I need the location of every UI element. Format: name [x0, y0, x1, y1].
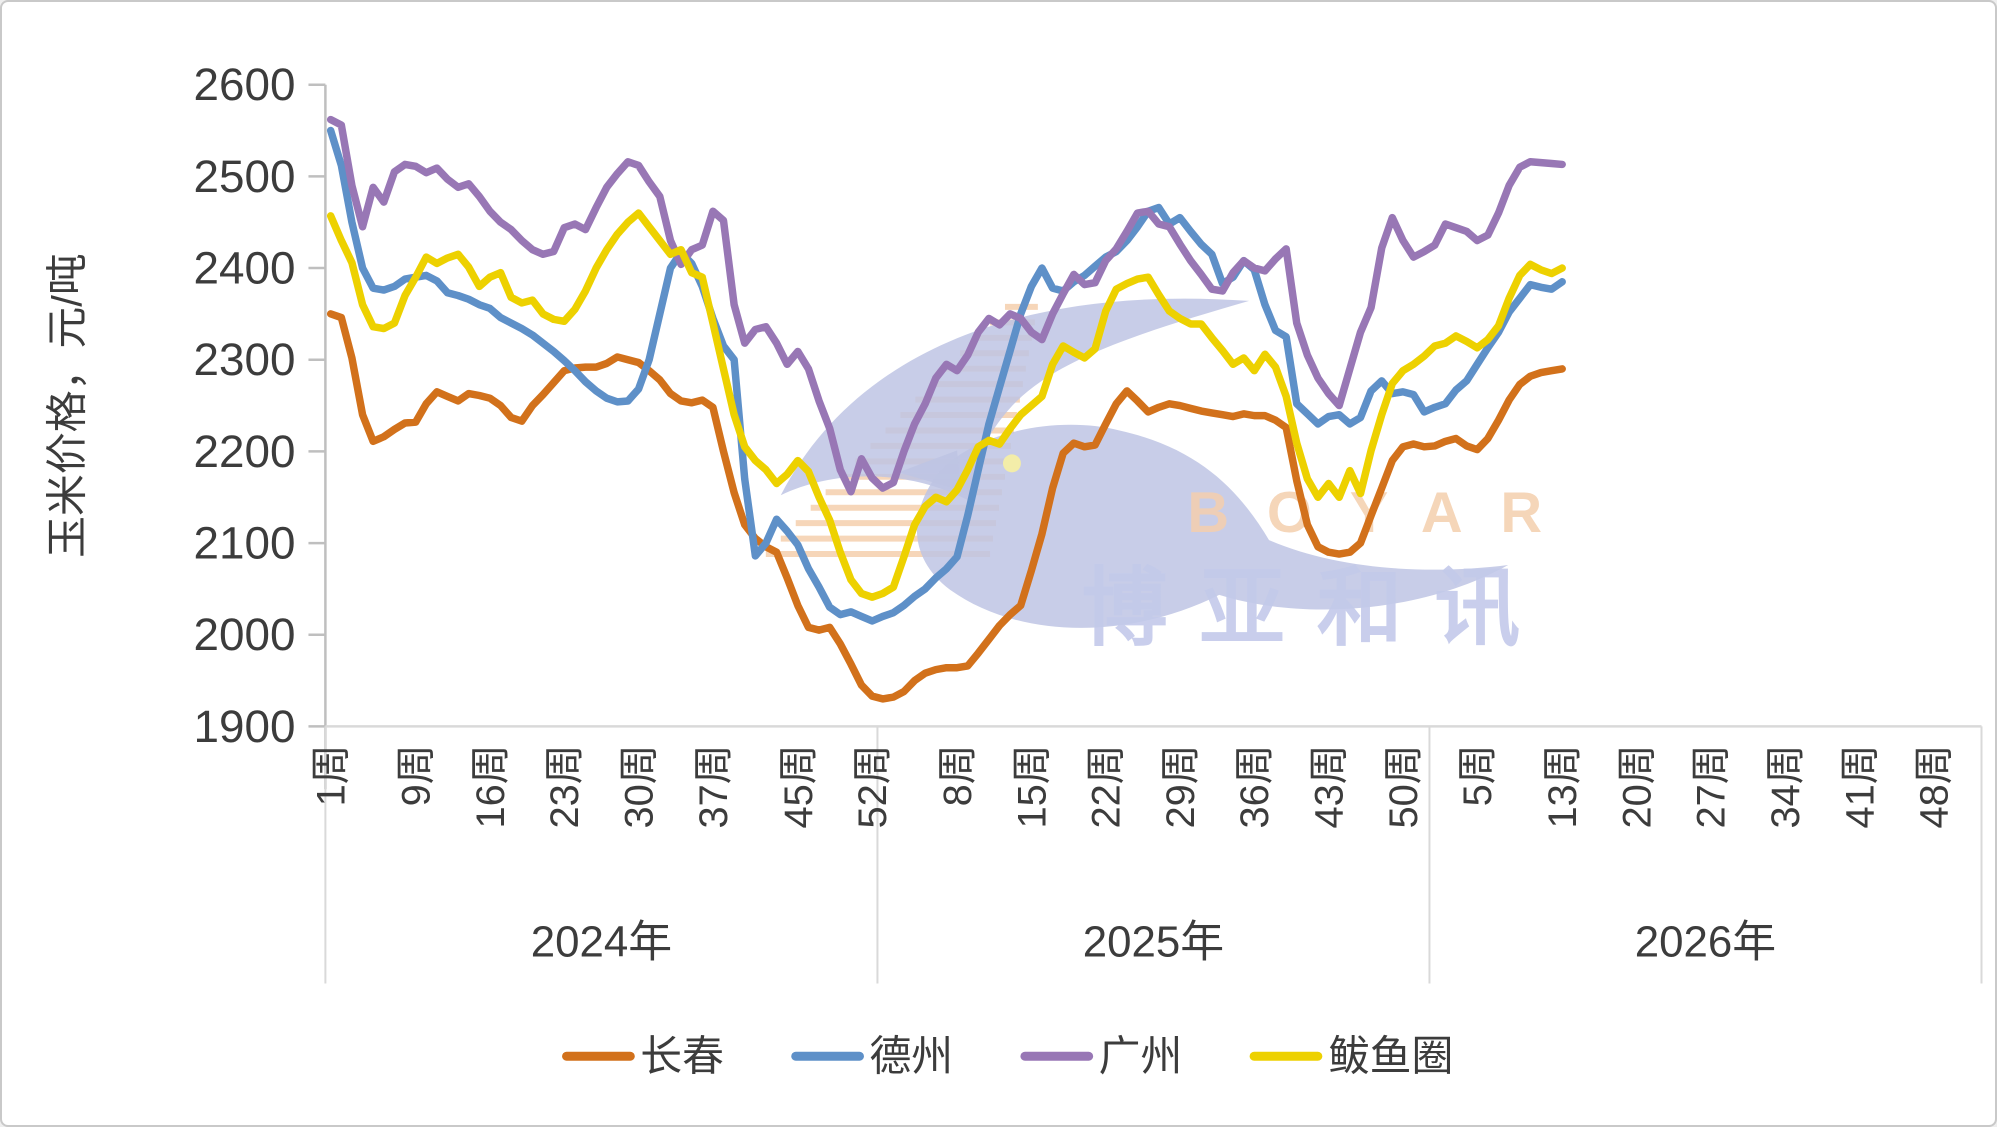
- year-label-2024: 2024年: [531, 918, 672, 967]
- series-line-鲅鱼圈: [326, 209, 1566, 601]
- legend-item-长春: 长春: [562, 1033, 724, 1080]
- legend-label-长春: 长春: [640, 1033, 724, 1080]
- series-lines: [326, 115, 1566, 703]
- week-tick-label: 8周: [936, 744, 980, 806]
- week-tick-label: 50周: [1382, 744, 1426, 828]
- axes: [308, 83, 1983, 984]
- y-tick-label: 2000: [194, 609, 296, 660]
- week-tick-label: 16周: [469, 744, 513, 828]
- series-line-德州: [326, 126, 1566, 625]
- watermark-cjk-text: 博亚和讯: [1082, 561, 1552, 657]
- legend-item-德州: 德州: [791, 1033, 953, 1080]
- week-tick-label: 45周: [777, 744, 821, 828]
- series-line-长春: [326, 310, 1566, 703]
- week-tick-label: 52周: [851, 744, 895, 828]
- week-tick-label: 23周: [543, 744, 587, 828]
- year-label-2026: 2026年: [1635, 918, 1776, 967]
- y-tick-label: 2300: [194, 334, 296, 385]
- bird-eye-icon: [1002, 454, 1021, 473]
- week-tick-label: 48周: [1913, 744, 1957, 828]
- year-label-2025: 2025年: [1083, 918, 1224, 967]
- bird-wing-icon: [780, 298, 1250, 501]
- legend-label-广州: 广州: [1099, 1033, 1183, 1080]
- week-tick-label: 43周: [1308, 744, 1352, 828]
- legend-label-鲅鱼圈: 鲅鱼圈: [1328, 1033, 1454, 1080]
- y-tick-label: 1900: [194, 701, 296, 752]
- y-tick-label: 2400: [194, 243, 296, 294]
- week-tick-label: 15周: [1010, 744, 1054, 828]
- y-axis-title: 玉米价格，元/吨: [43, 253, 90, 558]
- week-tick-label: 1周: [310, 744, 354, 806]
- week-tick-label: 20周: [1615, 744, 1659, 828]
- week-tick-label: 27周: [1690, 744, 1734, 828]
- y-tick-label: 2100: [194, 518, 296, 569]
- legend-item-鲅鱼圈: 鲅鱼圈: [1249, 1033, 1454, 1080]
- y-tick-label: 2200: [194, 426, 296, 477]
- bird-body-icon: [916, 424, 1509, 628]
- week-tick-label: 41周: [1838, 744, 1882, 828]
- legend-item-广州: 广州: [1020, 1033, 1183, 1080]
- week-tick-label: 22周: [1085, 744, 1129, 828]
- week-tick-label: 37周: [692, 744, 736, 828]
- week-tick-label: 34周: [1764, 744, 1808, 828]
- axis-labels: 玉米价格，元/吨 2024年 2025年 2026年 2600 2500 2400 2…: [43, 59, 1956, 966]
- series-line-广州: [326, 115, 1566, 496]
- week-tick-label: 9周: [395, 744, 439, 806]
- y-tick-label: 2500: [194, 151, 296, 202]
- week-tick-label: 5周: [1456, 744, 1500, 806]
- boyar-watermark: BOYAR 博亚和讯: [765, 298, 1552, 657]
- chart-legend: 长春 德州 广州 鲅鱼圈: [562, 1033, 1454, 1080]
- legend-label-德州: 德州: [869, 1033, 953, 1080]
- week-tick-label: 13周: [1541, 744, 1585, 828]
- week-tick-label: 30周: [618, 744, 662, 828]
- bird-beak-icon: [898, 450, 961, 491]
- week-tick-label: 29周: [1159, 744, 1203, 828]
- y-tick-label: 2600: [194, 59, 296, 110]
- week-tick-label: 36周: [1233, 744, 1277, 828]
